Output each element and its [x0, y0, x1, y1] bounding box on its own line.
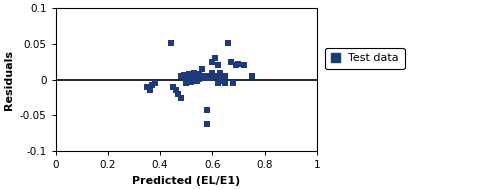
- Y-axis label: Residuals: Residuals: [4, 50, 14, 110]
- Point: [180, 73, 188, 76]
- Point: [198, 76, 206, 79]
- Point: [190, 71, 198, 74]
- Point: [188, 80, 196, 83]
- Point: [240, 64, 248, 67]
- Point: [216, 80, 224, 83]
- Point: [248, 75, 256, 78]
- Point: [146, 89, 154, 92]
- Point: [208, 60, 216, 63]
- Point: [226, 60, 234, 63]
- Point: [182, 76, 190, 79]
- Point: [166, 42, 174, 45]
- Point: [229, 82, 237, 85]
- Point: [151, 82, 159, 85]
- Point: [182, 82, 190, 85]
- Point: [232, 64, 240, 67]
- Point: [200, 77, 208, 80]
- Point: [192, 76, 200, 79]
- Point: [188, 77, 196, 80]
- Legend: Test data: Test data: [325, 48, 404, 69]
- Point: [203, 123, 211, 126]
- Point: [222, 75, 230, 78]
- Point: [190, 75, 198, 78]
- Point: [169, 85, 177, 88]
- Point: [222, 82, 230, 85]
- Point: [143, 85, 151, 88]
- Point: [172, 89, 179, 92]
- Point: [188, 75, 196, 78]
- Point: [174, 93, 182, 96]
- Point: [198, 67, 206, 70]
- Point: [196, 78, 203, 81]
- Point: [196, 72, 203, 75]
- Point: [214, 64, 222, 67]
- Point: [214, 82, 222, 85]
- Point: [224, 41, 232, 44]
- Point: [148, 84, 156, 87]
- Point: [206, 77, 214, 80]
- X-axis label: Predicted (EL/E1): Predicted (EL/E1): [132, 176, 240, 186]
- Point: [214, 75, 222, 78]
- Point: [234, 63, 242, 66]
- Point: [185, 72, 193, 75]
- Point: [206, 75, 214, 78]
- Point: [208, 71, 216, 74]
- Point: [219, 75, 227, 78]
- Point: [177, 75, 185, 78]
- Point: [216, 71, 224, 74]
- Point: [211, 75, 219, 78]
- Point: [211, 57, 219, 60]
- Point: [200, 75, 208, 78]
- Point: [177, 96, 185, 99]
- Point: [203, 108, 211, 111]
- Point: [192, 80, 200, 83]
